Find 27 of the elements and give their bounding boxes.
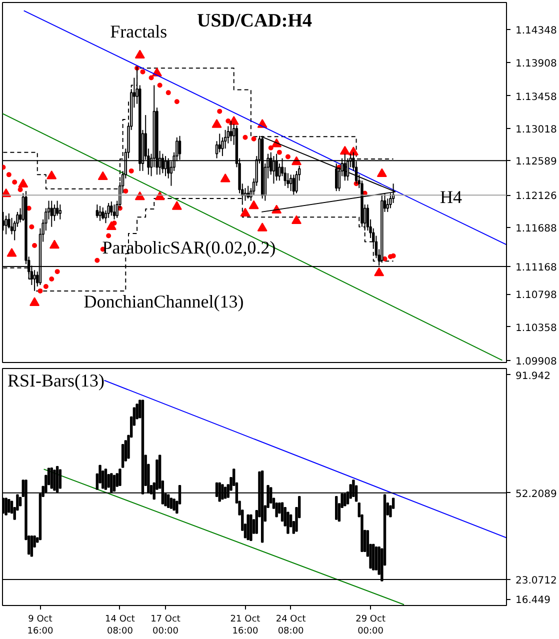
annotation: RSI-Bars(13) bbox=[8, 370, 105, 390]
x-tick-label: 9 Oct 16:00 bbox=[27, 614, 54, 636]
x-tick-label: 17 Oct 00:00 bbox=[150, 614, 181, 636]
y-tick-label: 1.09908 bbox=[516, 356, 557, 368]
y-tick-label: 91.942 bbox=[516, 370, 550, 382]
x-tick-label: 21 Oct 16:00 bbox=[230, 614, 261, 636]
x-tick-label: 24 Oct 08:00 bbox=[276, 614, 306, 636]
ref-line-label: 23.0712 bbox=[516, 575, 557, 586]
ref-line-label: 1.12589 bbox=[516, 156, 557, 168]
ref-line-label: 1.11168 bbox=[516, 262, 557, 274]
chart-title: USD/CAD:H4 bbox=[196, 10, 313, 32]
x-tick-label: 14 Oct 08:00 bbox=[105, 614, 136, 636]
annotation: Fractals bbox=[110, 21, 168, 42]
annotation: H4 bbox=[440, 186, 462, 207]
annotation: DonchianChannel(13) bbox=[84, 291, 244, 312]
ref-line-label: 52.2089 bbox=[516, 488, 557, 500]
ref-line-label: 1.12126 bbox=[516, 191, 557, 202]
y-tick-label: 1.13908 bbox=[516, 58, 557, 70]
y-tick-label: 1.13458 bbox=[516, 92, 557, 103]
x-tick-label: 29 Oct 00:00 bbox=[356, 614, 386, 636]
y-tick-label: 1.10358 bbox=[516, 322, 557, 334]
y-tick-label: 1.14348 bbox=[516, 25, 557, 36]
y-tick-label: 16.449 bbox=[516, 595, 550, 606]
y-tick-label: 1.13018 bbox=[516, 124, 557, 136]
annotation: ParabolicSAR(0.02,0.2) bbox=[102, 237, 276, 258]
y-tick-label: 1.11688 bbox=[516, 224, 557, 235]
y-tick-label: 1.10798 bbox=[516, 290, 557, 302]
